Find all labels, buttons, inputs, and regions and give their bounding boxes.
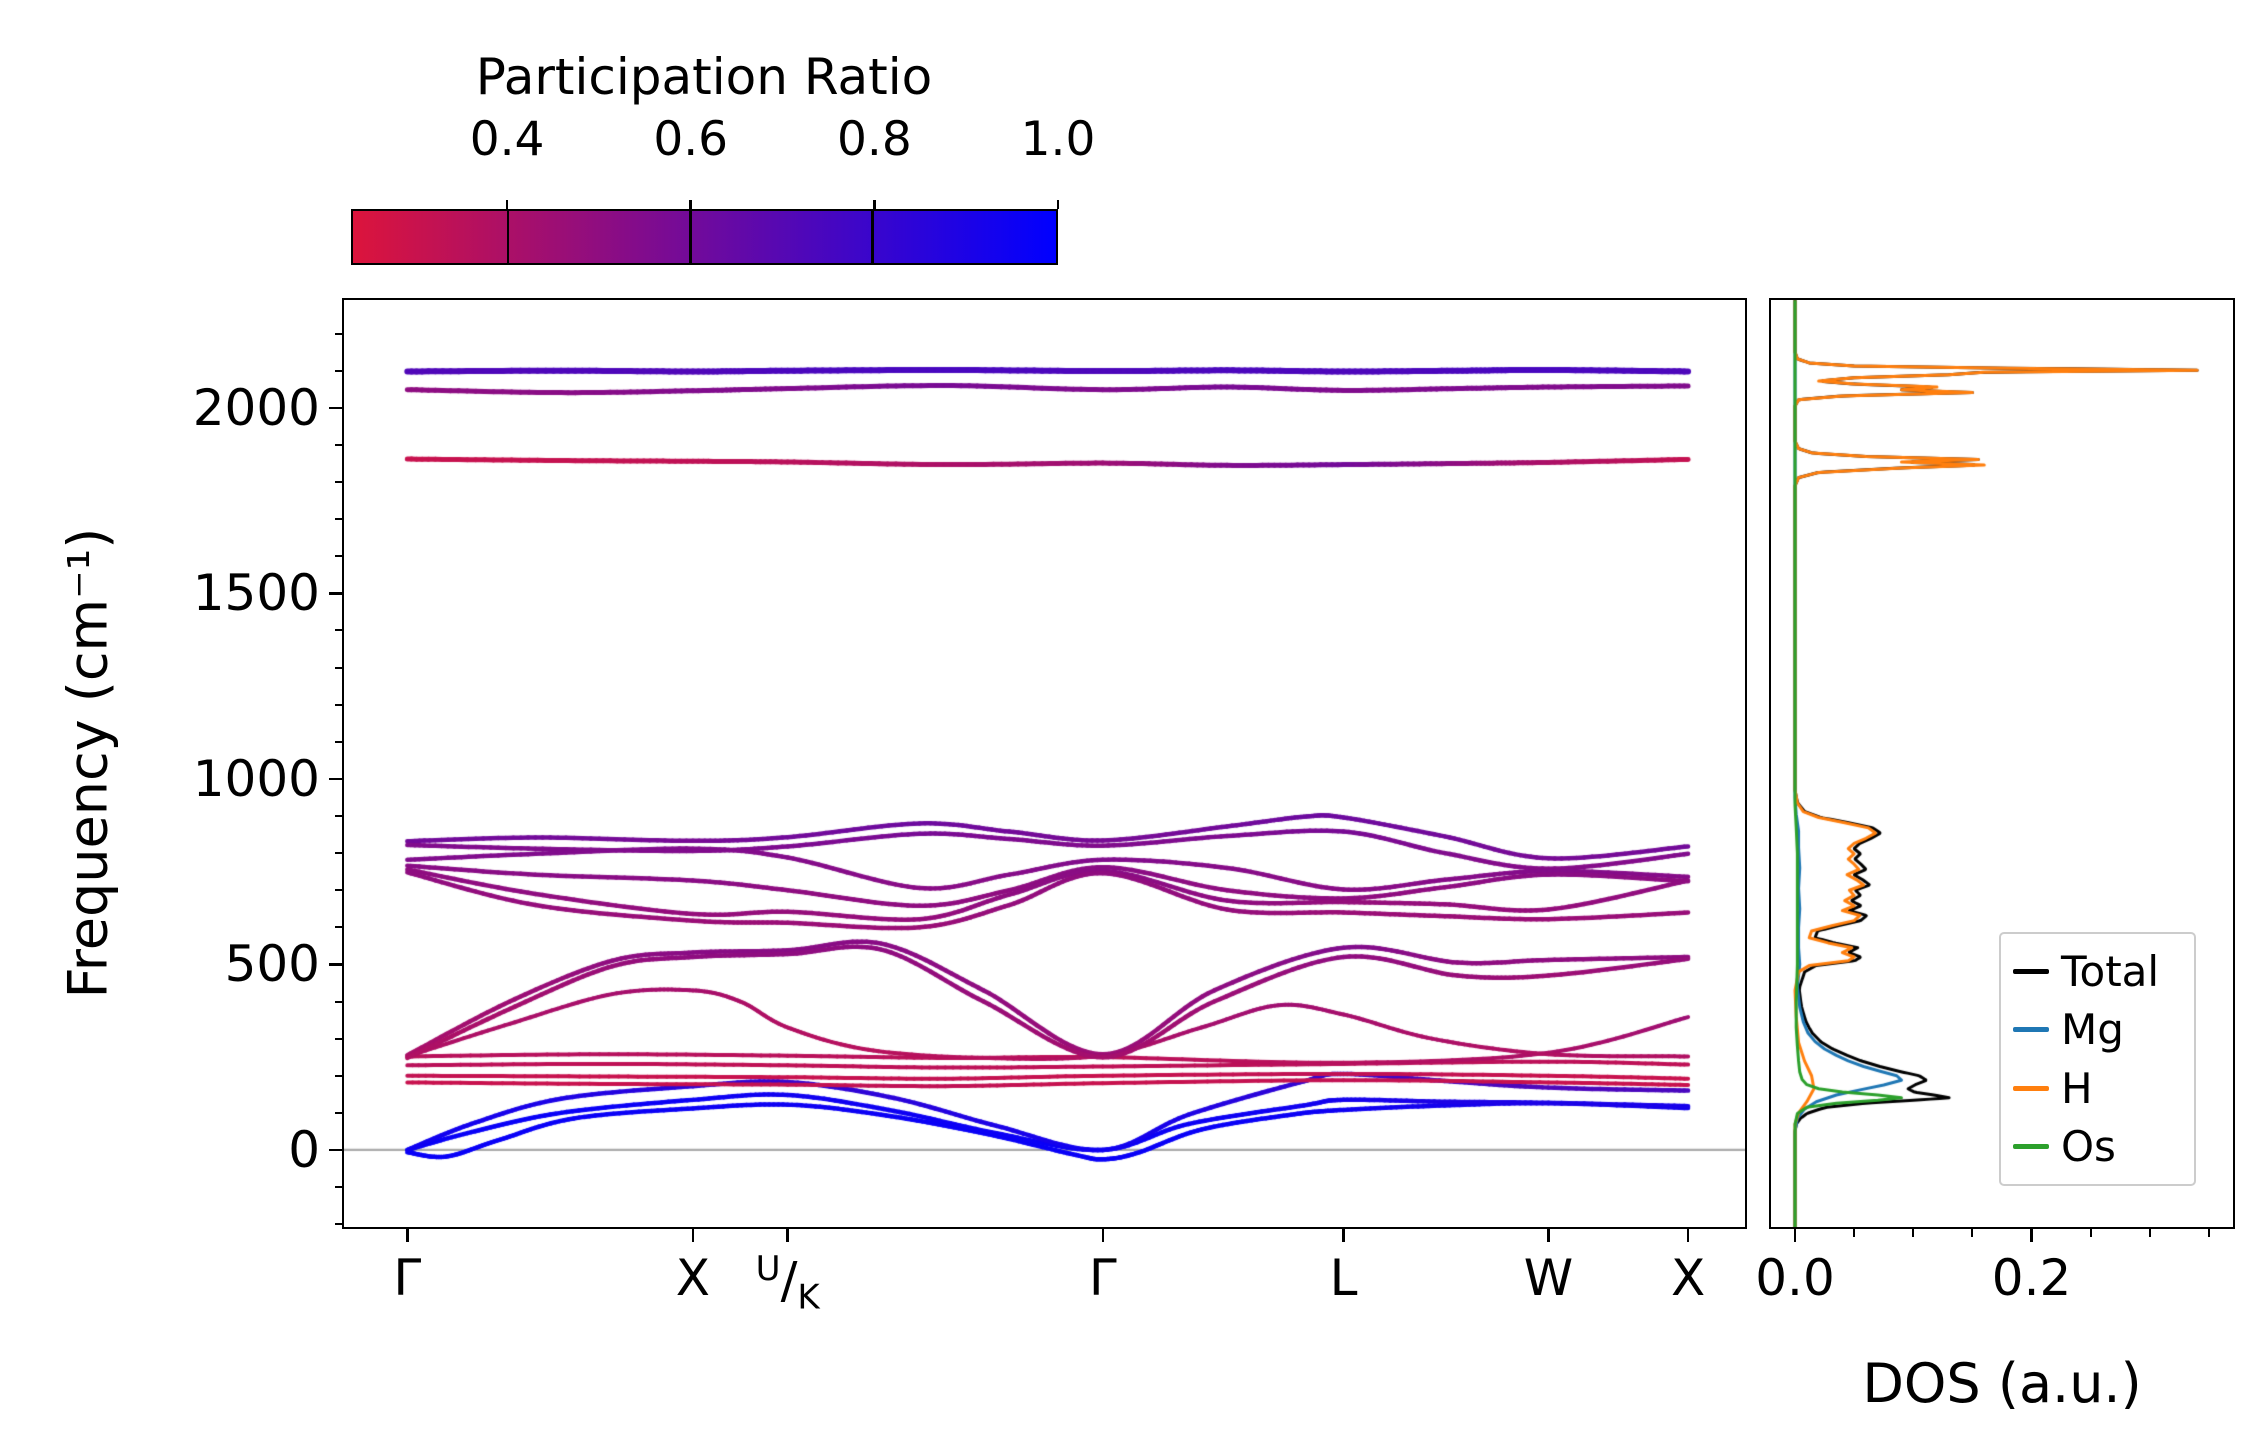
colorbar-tick	[505, 200, 509, 209]
colorbar-tick-line	[689, 211, 692, 263]
ytick-label: 1500	[192, 564, 320, 623]
kpath-tick-label: X	[675, 1249, 711, 1307]
kpath-tick-label: Γ	[1088, 1249, 1117, 1307]
y-minor-tick	[334, 1111, 342, 1114]
colorbar-tick-label: 0.4	[469, 112, 545, 167]
kpath-tick	[1342, 1229, 1345, 1242]
y-minor-tick	[334, 555, 342, 558]
dos-minor-tick	[1971, 1229, 1974, 1237]
legend: Total Mg H Os	[1999, 932, 2196, 1186]
kpath-tick	[691, 1229, 695, 1242]
colorbar-tick-label: 1.0	[1020, 112, 1096, 167]
legend-label: H	[2061, 1063, 2093, 1113]
kpath-tick	[1101, 1229, 1105, 1242]
dos-minor-tick	[2148, 1229, 2151, 1237]
y-minor-tick	[334, 1037, 342, 1040]
dos-major-tick	[1793, 1229, 1797, 1242]
colorbar-tick-label: 0.6	[653, 112, 729, 167]
colorbar-tick	[873, 200, 876, 209]
colorbar-tick	[1056, 200, 1060, 209]
uk-sup-label: U	[755, 1249, 781, 1289]
dos-minor-tick	[2207, 1229, 2210, 1237]
dos-axis-label: DOS (a.u.)	[1862, 1352, 2142, 1415]
y-minor-tick	[334, 815, 342, 817]
y-major-tick	[329, 963, 342, 966]
dos-minor-tick	[1912, 1229, 1915, 1237]
colorbar-tick-line	[506, 211, 510, 263]
y-minor-tick	[334, 369, 342, 372]
y-minor-tick	[334, 443, 342, 446]
ytick-label: 1000	[192, 749, 320, 808]
y-axis-label: Frequency (cm⁻¹)	[56, 527, 120, 999]
y-minor-tick	[334, 481, 342, 484]
y-minor-tick	[334, 1186, 342, 1189]
y-minor-tick	[334, 1000, 342, 1003]
kpath-tick	[786, 1229, 789, 1242]
band-structure-canvas	[342, 298, 1747, 1229]
ytick-label: 500	[224, 935, 320, 994]
kpath-tick-label: L	[1329, 1249, 1358, 1307]
uk-sub-label: K	[797, 1277, 820, 1318]
y-minor-tick	[334, 852, 342, 855]
y-minor-tick	[334, 666, 342, 669]
legend-swatch-h	[2013, 1085, 2049, 1091]
kpath-tick	[1547, 1229, 1550, 1242]
legend-label: Total	[2061, 947, 2160, 997]
dos-tick-label: 0.2	[1991, 1249, 2072, 1307]
colorbar-tick	[689, 200, 692, 209]
y-major-tick	[329, 406, 342, 410]
y-minor-tick	[334, 889, 342, 892]
kpath-tick-label: X	[1670, 1249, 1706, 1307]
y-minor-tick	[334, 332, 342, 335]
y-minor-tick	[334, 518, 342, 521]
y-minor-tick	[334, 1074, 342, 1077]
legend-swatch-total	[2013, 969, 2049, 975]
ytick-label: 0	[288, 1120, 320, 1179]
y-minor-tick	[334, 926, 342, 929]
legend-row: Os	[2013, 1122, 2182, 1171]
y-minor-tick	[334, 740, 342, 743]
dos-tick-label: 0.0	[1755, 1249, 1835, 1307]
dos-major-tick	[2030, 1229, 2033, 1242]
y-minor-tick	[334, 1223, 342, 1226]
kpath-tick	[1686, 1229, 1690, 1242]
legend-label: Os	[2061, 1121, 2116, 1171]
legend-swatch-os	[2013, 1143, 2049, 1149]
uk-slash: /	[780, 1251, 798, 1310]
y-major-tick	[329, 777, 342, 781]
legend-row: Total	[2013, 947, 2182, 996]
y-minor-tick	[334, 703, 342, 706]
colorbar-tick-label: 0.8	[836, 112, 912, 167]
colorbar-title: Participation Ratio	[475, 48, 933, 106]
legend-row: H	[2013, 1064, 2182, 1113]
legend-row: Mg	[2013, 1005, 2182, 1054]
legend-swatch-mg	[2013, 1027, 2049, 1033]
kpath-tick	[406, 1229, 409, 1242]
y-major-tick	[329, 1148, 342, 1152]
colorbar-tick-line	[871, 211, 874, 263]
kpath-tick-label: W	[1523, 1249, 1574, 1307]
colorbar	[351, 209, 1058, 265]
ytick-label: 2000	[192, 378, 320, 437]
y-major-tick	[329, 592, 342, 595]
legend-label: Mg	[2061, 1005, 2124, 1055]
kpath-tick-label-uk: U/K	[756, 1249, 820, 1318]
dos-minor-tick	[2089, 1229, 2092, 1237]
dos-minor-tick	[1853, 1229, 1856, 1237]
y-minor-tick	[334, 629, 342, 632]
kpath-tick-label: Γ	[393, 1249, 422, 1307]
